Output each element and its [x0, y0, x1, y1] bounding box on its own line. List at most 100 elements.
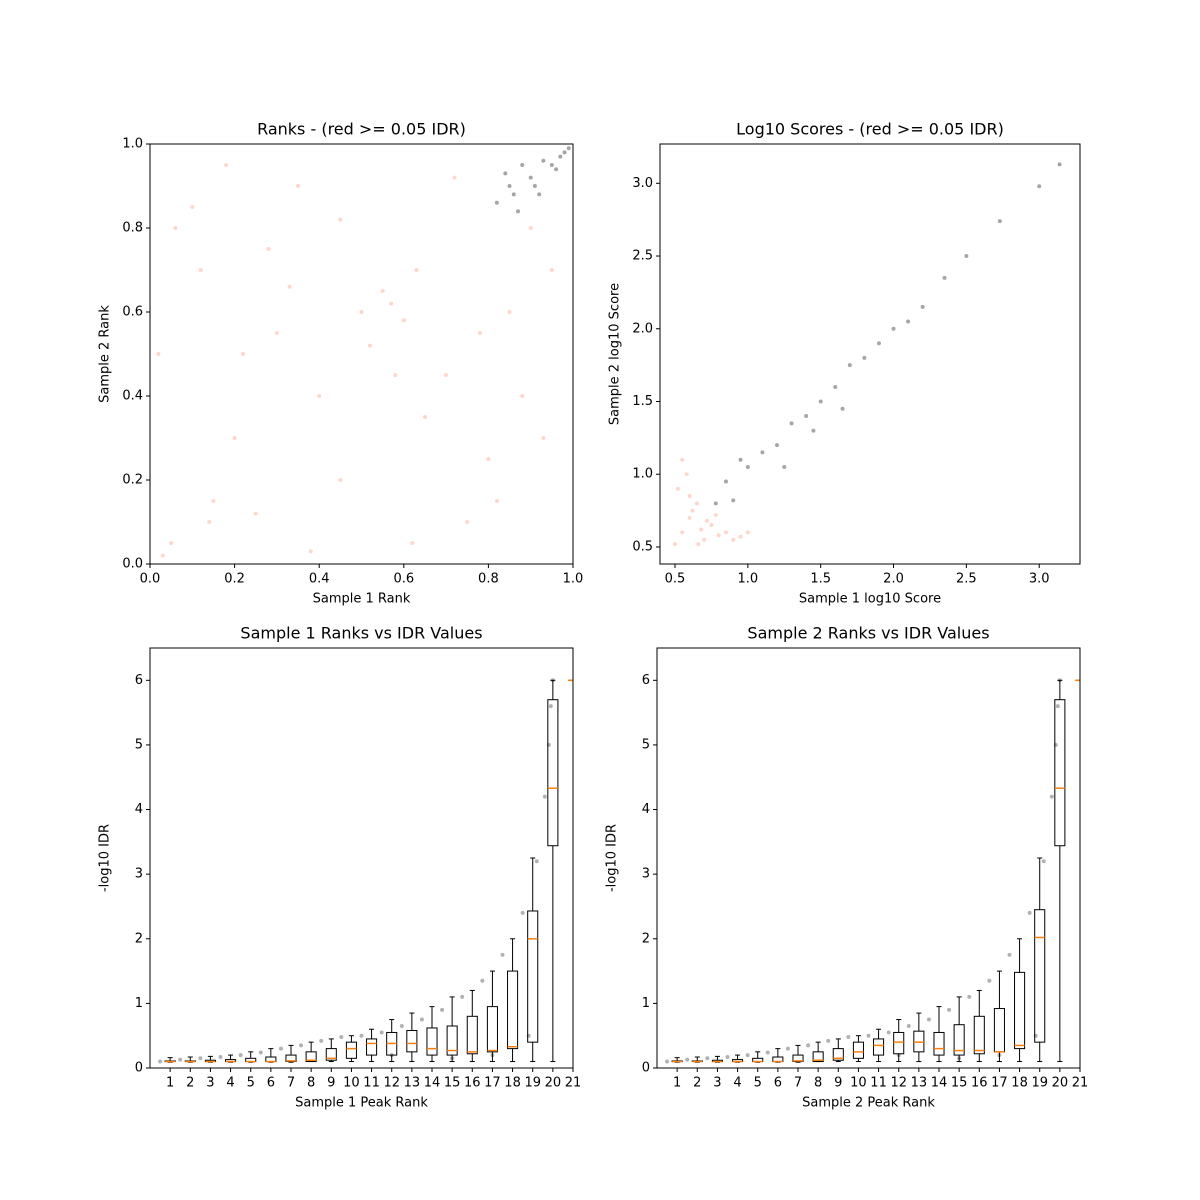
- chart-title: Sample 1 Ranks vs IDR Values: [240, 624, 482, 643]
- plot-area: [673, 162, 1062, 547]
- point: [367, 343, 372, 348]
- x-tick-label: 14: [424, 1076, 441, 1091]
- x-tick-label: 6: [774, 1076, 782, 1091]
- box: [446, 1025, 458, 1056]
- point: [725, 1055, 730, 1060]
- point: [486, 457, 491, 461]
- point: [886, 1030, 891, 1035]
- point: [287, 284, 292, 289]
- point: [566, 146, 571, 151]
- chart-title: Ranks - (red >= 0.05 IDR): [257, 120, 466, 139]
- point: [811, 428, 816, 433]
- point: [169, 541, 174, 545]
- point: [690, 508, 695, 513]
- point: [785, 1046, 790, 1051]
- box: [953, 1024, 965, 1056]
- point: [241, 352, 246, 356]
- y-tick-label: 4: [642, 802, 650, 817]
- point: [224, 163, 229, 167]
- x-tick-label: 12: [890, 1076, 907, 1091]
- y-tick-label: 0.0: [122, 557, 143, 572]
- y-tick-label: 3: [642, 867, 650, 882]
- point: [789, 421, 794, 426]
- point: [906, 1024, 911, 1028]
- point: [846, 1034, 851, 1039]
- point: [699, 527, 704, 532]
- point: [926, 1017, 931, 1022]
- y-tick-label: 0.5: [632, 539, 653, 554]
- point: [520, 910, 525, 915]
- box: [993, 1008, 1005, 1053]
- y-axis-label: -log10 IDR: [98, 824, 113, 892]
- y-tick-label: 0.8: [122, 221, 143, 236]
- point: [738, 457, 743, 462]
- y-tick-label: 3.0: [632, 176, 653, 191]
- box: [486, 1006, 498, 1053]
- point: [738, 534, 743, 539]
- y-tick-label: 1.0: [632, 467, 653, 482]
- point: [156, 352, 161, 356]
- plot-area: [665, 678, 1080, 1064]
- point: [452, 175, 457, 180]
- point: [760, 450, 765, 455]
- point: [480, 978, 485, 983]
- point: [705, 1056, 710, 1061]
- x-tick-label: 2: [693, 1076, 701, 1091]
- x-tick-label: 1.0: [563, 572, 584, 587]
- point: [696, 542, 701, 547]
- point: [507, 310, 512, 314]
- point: [520, 163, 525, 167]
- box: [507, 970, 519, 1050]
- point: [173, 226, 178, 230]
- x-tick-label: 15: [951, 1076, 968, 1091]
- point: [804, 414, 809, 419]
- point: [308, 549, 313, 554]
- point: [380, 289, 385, 293]
- point: [419, 1017, 424, 1022]
- point: [987, 978, 992, 983]
- point: [198, 1056, 203, 1061]
- point: [680, 530, 685, 535]
- x-tick-label: 19: [1031, 1076, 1048, 1091]
- point: [253, 511, 258, 516]
- point: [920, 304, 925, 309]
- point: [359, 1033, 364, 1038]
- box: [547, 699, 559, 847]
- point: [891, 326, 896, 331]
- point: [716, 533, 721, 538]
- point: [537, 192, 542, 197]
- x-tick-label: 3.0: [1029, 572, 1050, 587]
- x-axis-label: Sample 1 Rank: [313, 592, 411, 607]
- x-tick-label: 18: [504, 1076, 521, 1091]
- box: [527, 910, 539, 1043]
- point: [317, 394, 322, 398]
- point: [731, 537, 736, 542]
- point: [684, 472, 689, 477]
- point: [675, 486, 680, 491]
- point: [826, 1038, 831, 1043]
- point: [705, 518, 710, 523]
- chart-title: Sample 2 Ranks vs IDR Values: [747, 624, 989, 643]
- y-tick-label: 0: [642, 1061, 650, 1076]
- x-tick-label: 0.8: [478, 572, 499, 587]
- y-axis-label: Sample 2 Rank: [98, 305, 113, 403]
- point: [541, 436, 546, 440]
- y-tick-label: 0.2: [122, 473, 143, 488]
- x-tick-label: 3: [206, 1076, 214, 1091]
- point: [266, 247, 271, 251]
- point: [207, 520, 212, 524]
- point: [694, 501, 699, 506]
- point: [673, 542, 678, 547]
- x-tick-label: 7: [794, 1076, 802, 1091]
- x-tick-label: 5: [247, 1076, 255, 1091]
- point: [723, 530, 728, 535]
- point: [548, 704, 553, 709]
- x-tick-label: 2.5: [956, 572, 977, 587]
- point: [1037, 184, 1042, 189]
- point: [549, 268, 554, 272]
- point: [399, 1024, 404, 1028]
- point: [687, 494, 692, 499]
- x-tick-label: 1: [166, 1076, 174, 1091]
- point: [702, 537, 707, 542]
